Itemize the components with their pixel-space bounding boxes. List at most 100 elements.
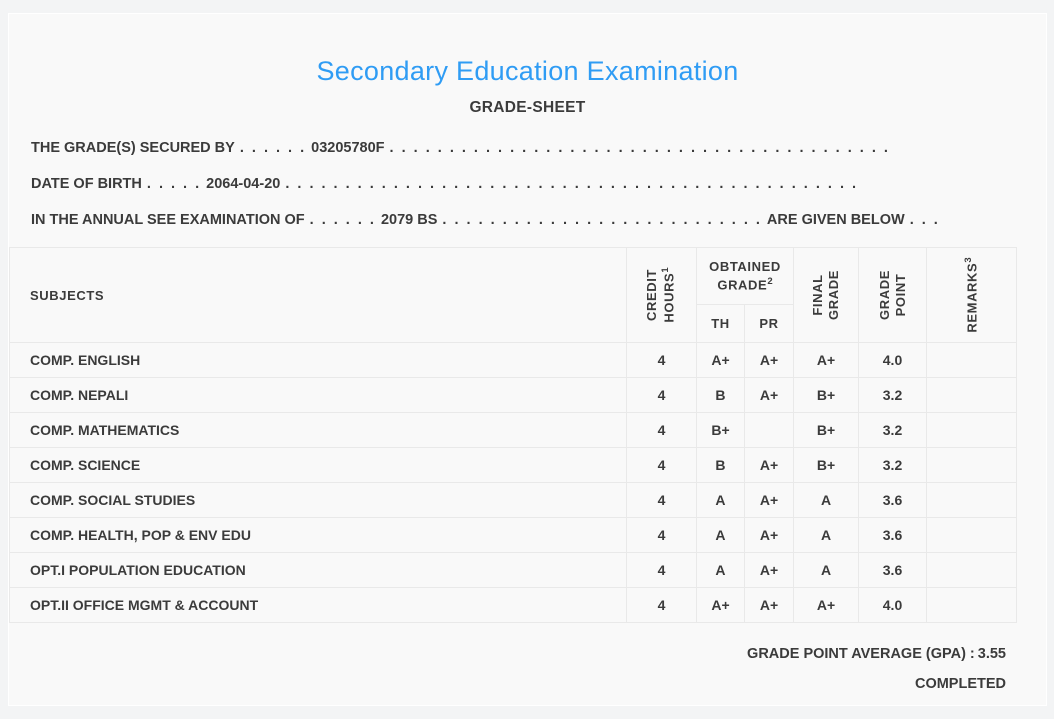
credit-hours-cell: 4	[625, 412, 697, 448]
symbol-number-line: THE GRADE(S) SECURED BY. . . . . . 032057…	[31, 130, 1046, 166]
info-label: IN THE ANNUAL SEE EXAMINATION OF	[31, 212, 305, 228]
credit-hours-cell: 4	[625, 342, 697, 378]
final-grade-cell: A+	[793, 342, 859, 378]
grade-point-header: GRADE POINT	[858, 247, 927, 343]
exam-year-line: IN THE ANNUAL SEE EXAMINATION OF. . . . …	[31, 202, 1046, 238]
final-grade-cell: B+	[793, 377, 859, 413]
th-grade-cell: B+	[695, 412, 745, 448]
th-subheader: TH	[695, 304, 745, 343]
grade-point-cell: 3.2	[858, 447, 927, 483]
subject-cell: COMP. MATHEMATICS	[9, 412, 627, 448]
subject-cell: COMP. ENGLISH	[9, 342, 627, 378]
table-row: COMP. SOCIAL STUDIES 4 A A+ A 3.6	[9, 482, 1017, 518]
dotted-leader: . . .	[909, 212, 940, 228]
exam-year-value: 2079 BS	[380, 212, 438, 228]
th-grade-cell: B	[695, 377, 745, 413]
credit-hours-cell: 4	[625, 552, 697, 588]
grade-point-cell: 3.2	[858, 412, 927, 448]
candidate-info: THE GRADE(S) SECURED BY. . . . . . 032057…	[9, 130, 1046, 238]
table-row: COMP. HEALTH, POP & ENV EDU 4 A A+ A 3.6	[9, 517, 1017, 553]
grade-point-cell: 3.2	[858, 377, 927, 413]
sheet-type-label: GRADE-SHEET	[469, 99, 586, 116]
exam-title: Secondary Education Examination	[316, 56, 739, 86]
credit-hours-cell: 4	[625, 447, 697, 483]
footnote-1-marker: 1	[660, 267, 672, 273]
subject-cell: OPT.II OFFICE MGMT & ACCOUNT	[9, 587, 627, 623]
table-row: COMP. NEPALI 4 B A+ B+ 3.2	[9, 377, 1017, 413]
final-grade-cell: A	[793, 482, 859, 518]
dotted-leader: . . . . . .	[239, 140, 307, 156]
remarks-cell	[926, 377, 1017, 413]
dotted-leader: . . . . . . . . . . . . . . . . . . . . …	[285, 176, 859, 192]
th-grade-cell: A	[695, 552, 745, 588]
grade-point-cell: 4.0	[858, 342, 927, 378]
th-grade-cell: A	[695, 517, 745, 553]
table-row: OPT.I POPULATION EDUCATION 4 A A+ A 3.6	[9, 552, 1017, 588]
date-of-birth-line: DATE OF BIRTH. . . . . 2064-04-20. . . . …	[31, 166, 1046, 202]
info-label: DATE OF BIRTH	[31, 176, 142, 192]
grade-point-cell: 3.6	[858, 552, 927, 588]
th-grade-cell: B	[695, 447, 745, 483]
table-row: OPT.II OFFICE MGMT & ACCOUNT 4 A+ A+ A+ …	[9, 587, 1017, 623]
pr-grade-cell: A+	[743, 482, 795, 518]
pr-grade-cell: A+	[743, 552, 795, 588]
grade-point-cell: 4.0	[858, 587, 927, 623]
subject-cell: COMP. HEALTH, POP & ENV EDU	[9, 517, 627, 553]
grade-point-cell: 3.6	[858, 517, 927, 553]
remarks-cell	[926, 447, 1017, 483]
remarks-header: REMARKS3	[926, 247, 1017, 343]
final-grade-cell: B+	[793, 412, 859, 448]
credit-hours-cell: 4	[625, 517, 697, 553]
info-label: THE GRADE(S) SECURED BY	[31, 140, 235, 156]
final-grade-cell: A+	[793, 587, 859, 623]
remarks-cell	[926, 552, 1017, 588]
footnote-3-marker: 3	[962, 257, 974, 263]
final-grade-cell: A	[793, 552, 859, 588]
subjects-header: SUBJECTS	[9, 247, 627, 343]
pr-grade-cell: A+	[743, 517, 795, 553]
remarks-cell	[926, 342, 1017, 378]
dotted-leader: . . . . . . . . . . . . . . . . . . . . …	[389, 140, 890, 156]
pr-grade-cell: A+	[743, 587, 795, 623]
remarks-cell	[926, 412, 1017, 448]
dotted-leader: . . . . . .	[309, 212, 376, 228]
pr-subheader: PR	[743, 304, 795, 343]
subject-cell: OPT.I POPULATION EDUCATION	[9, 552, 627, 588]
th-grade-cell: A+	[695, 587, 745, 623]
subject-cell: COMP. SCIENCE	[9, 447, 627, 483]
dotted-leader: . . . . . . . . . . . . . . . . . . . . …	[442, 212, 762, 228]
gpa-line: GRADE POINT AVERAGE (GPA) :3.55	[9, 646, 1046, 662]
final-grade-header: FINAL GRADE	[793, 247, 859, 343]
gpa-label: GRADE POINT AVERAGE (GPA) :	[747, 646, 975, 662]
pr-grade-cell: A+	[743, 447, 795, 483]
completion-status: COMPLETED	[914, 676, 1006, 692]
pr-grade-cell: A+	[743, 342, 795, 378]
birth-date-value: 2064-04-20	[206, 176, 281, 192]
table-row: COMP. SCIENCE 4 B A+ B+ 3.2	[9, 447, 1017, 483]
are-given-below-label: ARE GIVEN BELOW	[766, 212, 905, 228]
grade-point-cell: 3.6	[858, 482, 927, 518]
grades-table: SUBJECTS CREDIT HOURS1 OBTAINED GRADE2 FIN…	[9, 247, 1017, 623]
credit-hours-header: CREDIT HOURS1	[625, 247, 697, 343]
grade-sheet: Secondary Education Examination GRADE-SH…	[8, 13, 1047, 706]
remarks-cell	[926, 587, 1017, 623]
symbol-number-value: 03205780F	[311, 140, 385, 156]
pr-grade-cell: A+	[743, 377, 795, 413]
dotted-leader: . . . . .	[146, 176, 202, 192]
subject-cell: COMP. SOCIAL STUDIES	[9, 482, 627, 518]
footnote-2-marker: 2	[767, 275, 773, 287]
credit-hours-cell: 4	[625, 587, 697, 623]
obtained-grade-header: OBTAINED GRADE2	[695, 247, 795, 305]
remarks-cell	[926, 482, 1017, 518]
final-grade-cell: A	[793, 517, 859, 553]
remarks-cell	[926, 517, 1017, 553]
final-grade-cell: B+	[793, 447, 859, 483]
pr-grade-cell	[743, 412, 795, 448]
th-grade-cell: A	[695, 482, 745, 518]
th-grade-cell: A+	[695, 342, 745, 378]
subject-cell: COMP. NEPALI	[9, 377, 627, 413]
table-row: COMP. MATHEMATICS 4 B+ B+ 3.2	[9, 412, 1017, 448]
credit-hours-cell: 4	[625, 377, 697, 413]
credit-hours-cell: 4	[625, 482, 697, 518]
gpa-value: 3.55	[977, 646, 1006, 662]
